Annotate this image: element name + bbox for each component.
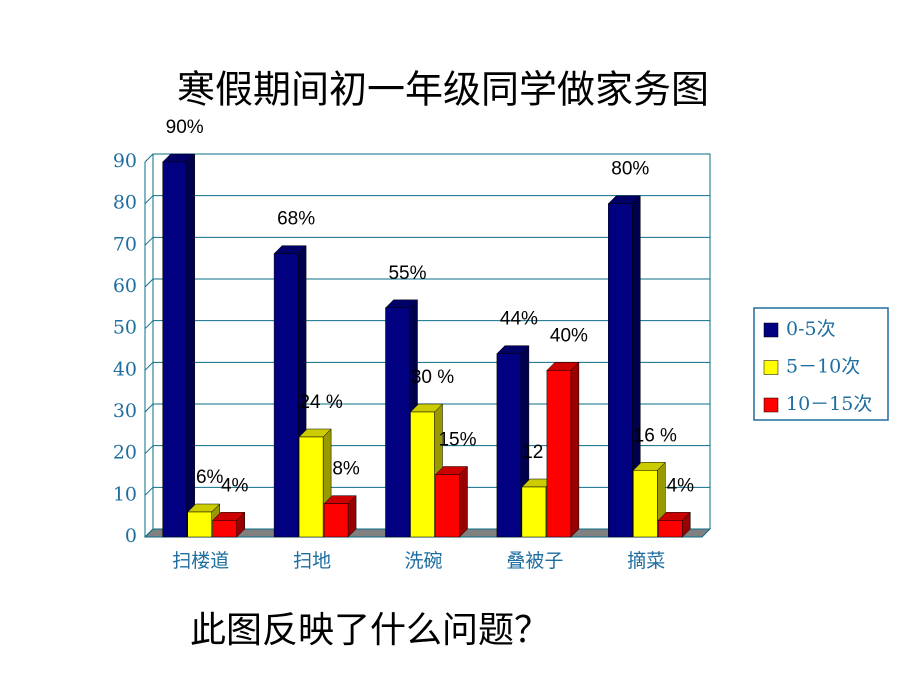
value-label: 68%	[277, 209, 315, 230]
question: 此图反映了什么问题？	[190, 610, 550, 651]
x-tick-label: 扫楼道	[172, 550, 229, 572]
value-label: 80%	[611, 159, 649, 180]
bar	[435, 474, 460, 538]
bar	[633, 470, 658, 538]
value-label: 16 %	[634, 425, 677, 446]
value-label: 6%	[196, 467, 224, 488]
bar	[658, 520, 683, 538]
grid-line-side	[144, 320, 154, 330]
bar	[546, 370, 572, 538]
grid-line-side	[144, 361, 154, 371]
value-label: 90%	[166, 117, 204, 138]
y-tick-label: 90	[113, 150, 137, 172]
bar	[385, 307, 410, 538]
bar	[162, 161, 187, 538]
y-tick-label: 50	[113, 317, 137, 339]
grid-line-side	[144, 445, 154, 455]
value-label: 4%	[221, 475, 249, 496]
bar	[323, 503, 349, 538]
legend-label: 0-5次	[786, 318, 836, 340]
legend-swatch	[763, 397, 779, 413]
legend-label: 10－15次	[786, 393, 872, 415]
bar-side	[459, 465, 468, 538]
bar	[496, 353, 522, 538]
value-label: 30 %	[411, 367, 454, 388]
bar-side	[186, 153, 195, 538]
grid-line-side	[144, 153, 154, 163]
bar	[187, 511, 212, 538]
value-label: 15%	[438, 430, 476, 451]
bar-side	[570, 361, 580, 538]
grid-line-side	[144, 403, 154, 413]
bar	[410, 411, 435, 538]
grid-line-side	[144, 195, 154, 205]
grid-line-side	[144, 486, 154, 496]
bar	[298, 436, 324, 538]
x-tick-label: 摘菜	[627, 550, 665, 572]
y-tick-label: 40	[113, 358, 137, 380]
value-label: 4%	[667, 475, 695, 496]
grid-line-side	[144, 528, 154, 538]
chart-title: 寒假期间初一年级同学做家务图	[177, 68, 709, 112]
value-label: 40%	[550, 325, 588, 346]
y-tick-label: 80	[113, 192, 137, 214]
y-tick-label: 20	[113, 442, 137, 464]
y-tick-label: 30	[113, 400, 137, 422]
grid-line-side	[144, 236, 154, 246]
x-tick-label: 洗碗	[404, 550, 442, 572]
grid-line-side	[144, 278, 154, 288]
bar	[273, 253, 299, 538]
y-tick-label: 10	[113, 483, 137, 505]
legend-swatch	[763, 322, 779, 338]
value-label: 44%	[500, 309, 538, 330]
value-label: 24 %	[299, 392, 342, 413]
legend-swatch	[763, 360, 779, 375]
y-tick-label: 60	[113, 275, 137, 297]
bar	[608, 203, 633, 538]
y-tick-label: 0	[125, 525, 137, 547]
y-tick-label: 70	[113, 233, 137, 255]
legend-label: 5－10次	[786, 356, 860, 378]
x-tick-label: 扫地	[293, 550, 331, 572]
bar	[521, 486, 547, 538]
value-label: 55%	[388, 263, 426, 284]
value-label: 8%	[332, 459, 360, 480]
x-tick-label: 叠被子	[506, 550, 563, 572]
bar	[212, 520, 237, 538]
